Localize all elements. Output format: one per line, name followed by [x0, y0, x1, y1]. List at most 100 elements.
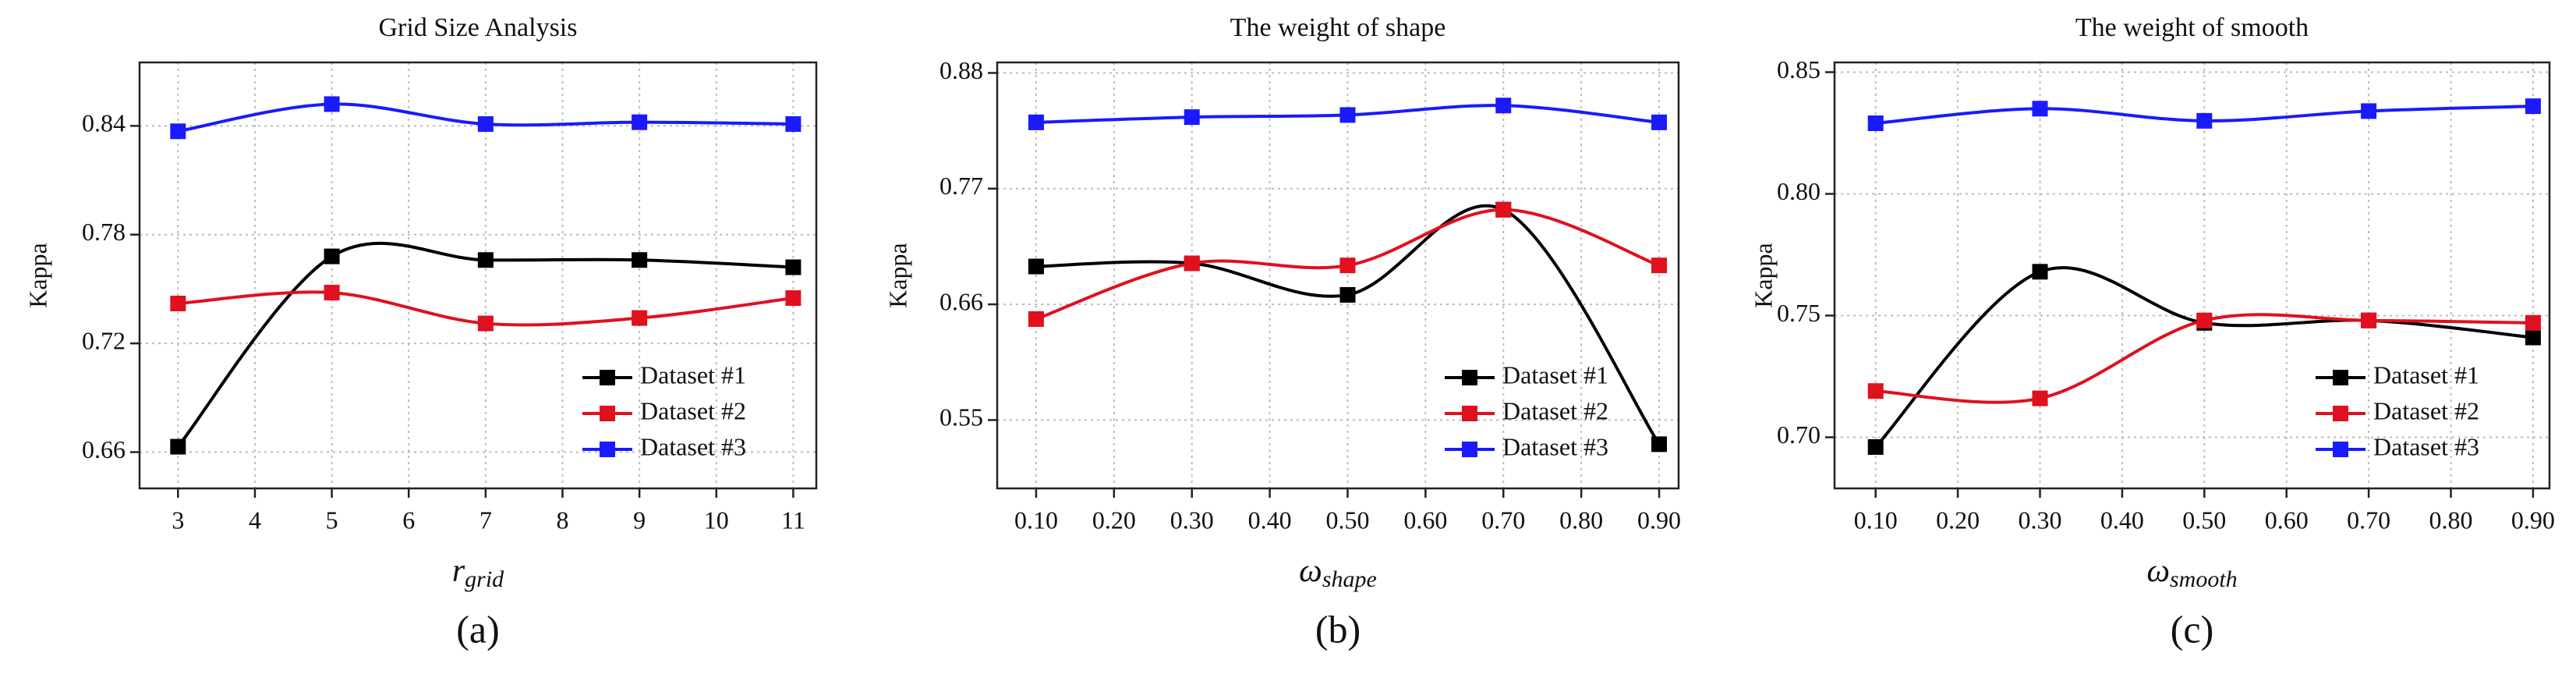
- series-line: [1874, 266, 2534, 449]
- x-tick-label: 0.50: [2182, 506, 2226, 534]
- legend-label: Dataset #2: [2373, 396, 2479, 424]
- x-axis-symbol: ω: [2146, 553, 2170, 589]
- point: [1184, 109, 1200, 126]
- point: [2361, 103, 2377, 119]
- chart-title: The weight of shape: [1230, 13, 1446, 42]
- legend-label: Dataset #1: [640, 360, 746, 389]
- y-tick-label: 0.70: [1777, 421, 1821, 449]
- legend-marker: [1462, 442, 1477, 457]
- x-tick-label: 0.30: [1170, 506, 1214, 534]
- point: [1651, 257, 1668, 274]
- x-tick-label: 0.80: [1559, 506, 1603, 534]
- point: [632, 310, 648, 326]
- y-tick-label: 0.66: [82, 435, 126, 463]
- point: [1339, 107, 1356, 123]
- x-tick-label: 0.50: [1325, 506, 1369, 534]
- point: [324, 96, 340, 112]
- legend-label: Dataset #1: [1502, 360, 1608, 389]
- point: [632, 114, 648, 130]
- caption: (a): [456, 607, 500, 651]
- point: [785, 115, 801, 132]
- point: [170, 438, 186, 455]
- y-tick-label: 0.75: [1777, 299, 1821, 327]
- x-tick-label: 0.80: [2429, 506, 2473, 534]
- x-axis-symbol: ω: [1299, 553, 1322, 589]
- x-axis-label: ωshape: [1299, 553, 1377, 592]
- point: [477, 252, 494, 268]
- x-tick-label: 0.20: [1092, 506, 1136, 534]
- x-tick-label: 0.60: [2265, 506, 2309, 534]
- x-tick-label: 8: [557, 506, 569, 534]
- y-tick-label: 0.84: [82, 109, 126, 137]
- x-tick-label: 0.90: [2511, 506, 2555, 534]
- y-axis-label: Kappa: [883, 243, 911, 308]
- legend-marker: [600, 406, 615, 421]
- x-tick-label: 0.10: [1014, 506, 1058, 534]
- point: [1339, 286, 1356, 303]
- x-tick-label: 3: [172, 506, 184, 534]
- x-axis-subscript: smooth: [2170, 566, 2238, 592]
- x-tick-label: 9: [633, 506, 646, 534]
- point: [2525, 98, 2541, 115]
- point: [1867, 115, 1884, 131]
- point: [477, 115, 494, 132]
- legend-label: Dataset #2: [1502, 396, 1608, 424]
- legend-label: Dataset #2: [640, 396, 746, 424]
- legend-label: Dataset #3: [1502, 432, 1608, 460]
- point: [2032, 101, 2048, 117]
- y-axis-label: Kappa: [1749, 243, 1777, 308]
- x-tick-label: 0.20: [1936, 506, 1980, 534]
- x-axis-subscript: grid: [465, 566, 504, 592]
- point: [785, 290, 801, 307]
- point: [1028, 311, 1044, 327]
- point: [1651, 114, 1668, 130]
- legend-marker: [600, 370, 615, 385]
- legend-marker: [1462, 406, 1477, 421]
- x-tick-label: 0.10: [1854, 506, 1898, 534]
- plot-frame: [138, 61, 818, 490]
- x-tick-label: 0.70: [1481, 506, 1525, 534]
- point: [1867, 438, 1884, 455]
- legend-label: Dataset #1: [2373, 360, 2479, 389]
- x-axis-subscript: shape: [1322, 566, 1377, 592]
- x-axis-label: rgrid: [452, 553, 504, 592]
- point: [2196, 112, 2213, 129]
- point: [170, 296, 186, 312]
- y-tick-label: 0.88: [939, 56, 983, 84]
- y-tick-label: 0.77: [939, 172, 983, 200]
- plot-frame: [1833, 61, 2551, 490]
- x-tick-label: 10: [704, 506, 729, 534]
- legend-marker: [600, 442, 615, 457]
- point: [1184, 255, 1200, 272]
- x-tick-label: 0.30: [2019, 506, 2062, 534]
- point: [2525, 314, 2541, 331]
- caption: (c): [2171, 607, 2214, 651]
- x-axis-symbol: r: [452, 553, 465, 589]
- point: [2032, 264, 2048, 280]
- series-line: [1035, 204, 1661, 445]
- legend-label: Dataset #3: [2373, 432, 2479, 460]
- legend-marker: [2333, 406, 2348, 421]
- point: [477, 315, 494, 332]
- legend-marker: [2333, 442, 2348, 457]
- x-axis-label: ωsmooth: [2146, 553, 2237, 592]
- point: [1867, 383, 1884, 399]
- point: [2361, 312, 2377, 328]
- x-tick-label: 11: [781, 506, 805, 534]
- legend-label: Dataset #3: [640, 432, 746, 460]
- point: [324, 248, 340, 264]
- legend-marker: [1462, 370, 1477, 385]
- x-tick-label: 0.70: [2347, 506, 2390, 534]
- x-tick-label: 0.90: [1637, 506, 1681, 534]
- x-tick-label: 4: [249, 506, 261, 534]
- point: [1028, 114, 1044, 130]
- point: [1495, 98, 1512, 114]
- point: [1495, 201, 1512, 218]
- x-tick-label: 0.60: [1403, 506, 1447, 534]
- point: [1651, 436, 1668, 453]
- point: [2196, 312, 2213, 328]
- point: [1339, 257, 1356, 274]
- y-tick-label: 0.78: [82, 218, 126, 246]
- y-tick-label: 0.72: [82, 326, 126, 354]
- legend-marker: [2333, 370, 2348, 385]
